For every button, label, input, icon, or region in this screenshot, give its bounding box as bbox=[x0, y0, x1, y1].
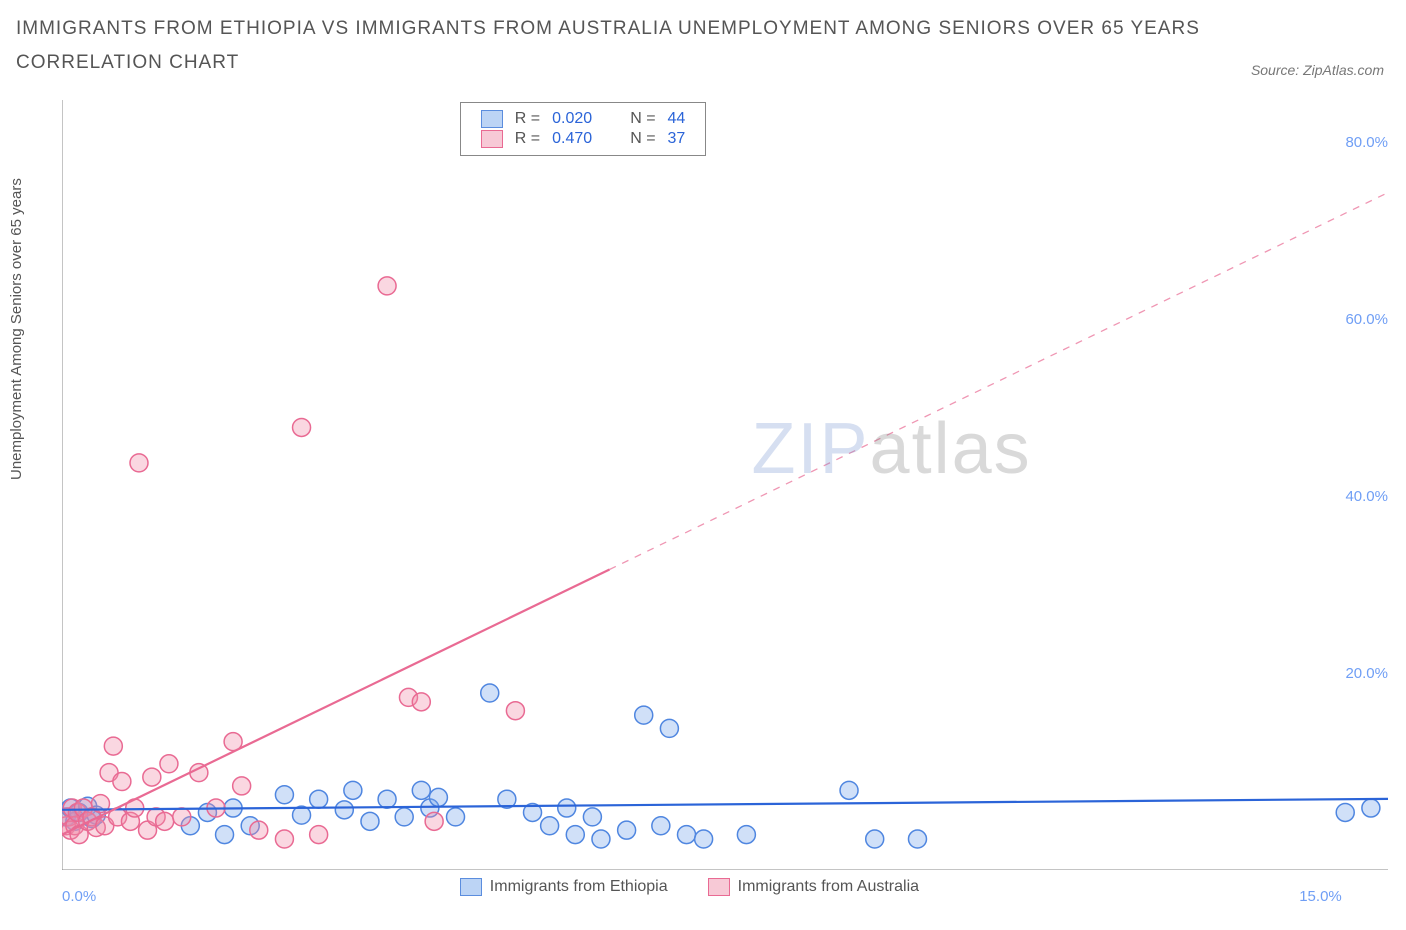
source-label: Source: ZipAtlas.com bbox=[1251, 62, 1384, 78]
chart-title: IMMIGRANTS FROM ETHIOPIA VS IMMIGRANTS F… bbox=[16, 18, 1206, 40]
y-tick-label: 20.0% bbox=[1328, 665, 1388, 682]
legend-item: Immigrants from Ethiopia bbox=[460, 878, 668, 896]
legend-n-value: 37 bbox=[662, 129, 692, 149]
legend-series: Immigrants from Ethiopia Immigrants from … bbox=[460, 878, 919, 896]
legend-swatch bbox=[460, 878, 482, 896]
legend-r-label: R = bbox=[509, 109, 546, 129]
legend-item: Immigrants from Australia bbox=[708, 878, 919, 896]
legend-label: Immigrants from Ethiopia bbox=[490, 878, 668, 896]
x-tick-label: 15.0% bbox=[1299, 888, 1342, 905]
legend-stats: R =0.020 N =44 R =0.470 N =37 bbox=[460, 102, 707, 156]
chart-container: IMMIGRANTS FROM ETHIOPIA VS IMMIGRANTS F… bbox=[0, 0, 1406, 930]
chart-subtitle: CORRELATION CHART bbox=[16, 52, 1206, 74]
legend-n-label: N = bbox=[624, 129, 661, 149]
legend-swatch bbox=[481, 130, 503, 148]
legend-swatch bbox=[481, 110, 503, 128]
legend-r-label: R = bbox=[509, 129, 546, 149]
y-tick-label: 40.0% bbox=[1328, 488, 1388, 505]
legend-r-value: 0.470 bbox=[546, 129, 598, 149]
title-block: IMMIGRANTS FROM ETHIOPIA VS IMMIGRANTS F… bbox=[16, 18, 1206, 74]
y-axis-label: Unemployment Among Seniors over 65 years bbox=[8, 178, 25, 480]
y-tick-label: 80.0% bbox=[1328, 134, 1388, 151]
y-tick-label: 60.0% bbox=[1328, 311, 1388, 328]
legend-n-label: N = bbox=[624, 109, 661, 129]
legend-n-value: 44 bbox=[662, 109, 692, 129]
legend-label: Immigrants from Australia bbox=[738, 878, 919, 896]
legend-swatch bbox=[708, 878, 730, 896]
x-tick-label: 0.0% bbox=[62, 888, 96, 905]
scatter-plot bbox=[62, 100, 1388, 870]
legend-r-value: 0.020 bbox=[546, 109, 598, 129]
